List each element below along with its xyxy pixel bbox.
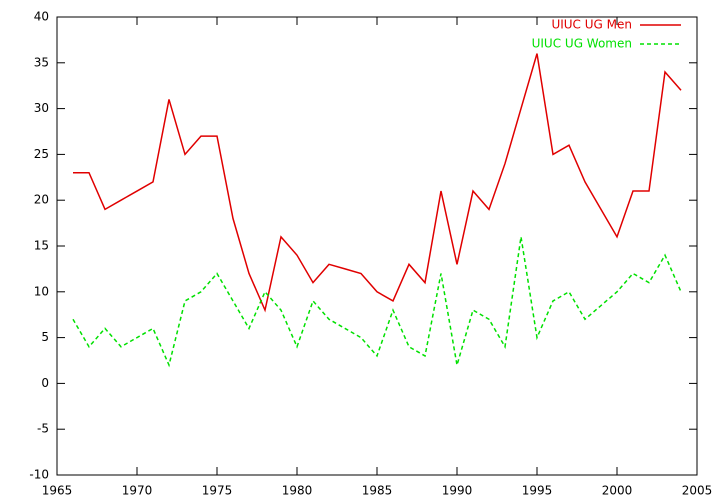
x-tick-label: 1970 [122, 484, 153, 498]
x-tick-label: 2005 [682, 484, 713, 498]
series-line [72, 236, 682, 368]
legend-label: UIUC UG Men [551, 18, 632, 32]
x-tick-label: 1965 [42, 484, 73, 498]
x-tick-label: 1995 [522, 484, 553, 498]
legend-label: UIUC UG Women [532, 37, 632, 51]
y-tick-label: 0 [41, 376, 49, 390]
y-tick-label: -5 [37, 422, 49, 436]
y-tick-label: 15 [34, 239, 49, 253]
x-tick-label: 2000 [602, 484, 633, 498]
y-tick-label: 25 [34, 147, 49, 161]
x-tick-label: 1985 [362, 484, 393, 498]
plot-frame [56, 16, 698, 476]
y-tick-label: 10 [34, 284, 49, 298]
y-tick-label: 20 [34, 193, 49, 207]
y-tick-label: -10 [29, 468, 49, 482]
x-tick-label: 1975 [202, 484, 233, 498]
y-tick-label: 35 [34, 55, 49, 69]
x-tick-label: 1980 [282, 484, 313, 498]
y-tick-label: 40 [34, 10, 49, 24]
x-tick-label: 1990 [442, 484, 473, 498]
y-tick-label: 30 [34, 101, 49, 115]
series-line [73, 53, 682, 313]
y-tick-label: 5 [41, 330, 49, 344]
